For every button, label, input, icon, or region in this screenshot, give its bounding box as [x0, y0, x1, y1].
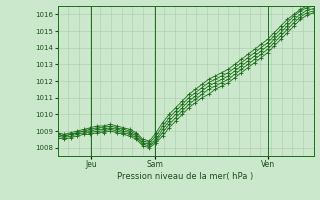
X-axis label: Pression niveau de la mer( hPa ): Pression niveau de la mer( hPa ) [117, 172, 254, 181]
